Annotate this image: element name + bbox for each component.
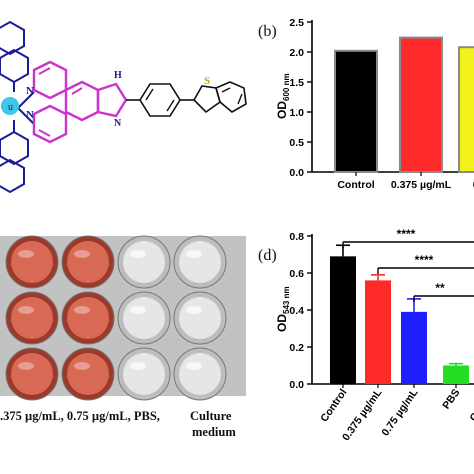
x-tick-label: PBS <box>440 387 462 412</box>
y-tick-label: 2.5 <box>289 17 304 29</box>
y-axis-label-sub: 600 nm <box>282 73 291 101</box>
well-highlight <box>18 250 34 258</box>
imidazole-ring <box>96 82 128 118</box>
bar <box>365 280 391 384</box>
photo-caption-line3: medium <box>192 425 236 439</box>
y-tick-label: 1.5 <box>289 77 304 89</box>
chemical-structure: u N N H N S <box>0 20 247 194</box>
significance-label: **** <box>415 253 434 267</box>
y-axis-label: OD543 nm <box>275 286 291 332</box>
bar <box>458 46 474 174</box>
bar <box>401 311 427 384</box>
well-highlight <box>130 362 146 370</box>
y-tick-label: 0.2 <box>289 342 304 354</box>
n-label-1: N <box>26 85 34 97</box>
x-tick-label: 0.375 µg/mL <box>391 179 452 191</box>
bar <box>399 36 443 173</box>
well-liquid <box>67 297 109 339</box>
x-tick-label: 0.7 <box>473 179 474 191</box>
y-tick-label: 2.0 <box>289 47 304 59</box>
y-axis-label-main: OD <box>275 314 289 332</box>
well-highlight <box>74 362 90 370</box>
y-tick-label: 0.4 <box>289 305 304 317</box>
bpy-ring-bottom-outer <box>0 158 25 194</box>
phen-ring-left-top <box>32 60 68 100</box>
panel-b-label: (b) <box>258 23 277 40</box>
bpy-ring-bottom <box>0 130 29 166</box>
imidazole-n: N <box>114 118 122 129</box>
bpy-ring-top-outer <box>0 48 29 84</box>
x-tick-label: 0.75 µg/mL <box>379 386 420 438</box>
y-axis-label: OD600 nm <box>275 73 291 119</box>
well-liquid <box>123 353 165 395</box>
x-tick-label: Control <box>318 387 349 425</box>
significance-label: ** <box>435 281 445 295</box>
y-axis-label-main: OD <box>275 101 289 119</box>
imidazole-h: H <box>114 70 122 81</box>
well-liquid <box>11 297 53 339</box>
x-tick-label: Culture <box>468 387 474 424</box>
y-axis-label-sub: 543 nm <box>282 286 291 314</box>
well-highlight <box>130 250 146 258</box>
metal-label: u <box>8 102 13 113</box>
well-liquid <box>123 241 165 283</box>
bpy-ring-top <box>0 20 25 56</box>
panel-d-label: (d) <box>258 247 277 264</box>
well-liquid <box>67 353 109 395</box>
y-tick-label: 0.5 <box>289 137 304 149</box>
well-liquid <box>179 241 221 283</box>
benzo-ring <box>215 81 247 113</box>
y-tick-label: 0.0 <box>289 167 304 179</box>
well-liquid <box>179 353 221 395</box>
n-label-2: N <box>26 109 34 121</box>
well-liquid <box>179 297 221 339</box>
well-liquid <box>11 353 53 395</box>
photo-caption-line2: Culture <box>190 409 232 423</box>
y-tick-label: 1.0 <box>289 107 304 119</box>
phen-ring-center <box>64 80 100 122</box>
well-highlight <box>186 250 202 258</box>
well-liquid <box>67 241 109 283</box>
well-highlight <box>18 306 34 314</box>
y-tick-label: 0.0 <box>289 379 304 391</box>
x-tick-label: Control <box>337 179 374 191</box>
well-liquid <box>123 297 165 339</box>
well-highlight <box>74 306 90 314</box>
metal-center <box>1 97 19 115</box>
sulfur-label: S <box>204 75 210 87</box>
bar <box>330 256 356 384</box>
chart-b: 0.0 0.5 1.0 1.5 2.0 2.5 OD600 nm Control 0.375 µ… <box>275 17 474 191</box>
bar <box>443 365 469 384</box>
well-highlight <box>186 362 202 370</box>
y-tick-label: 0.6 <box>289 268 304 280</box>
photo-caption-line1: .375 µg/mL, 0.75 µg/mL, PBS, <box>0 409 160 423</box>
well-highlight <box>186 306 202 314</box>
phen-ring-left-bottom <box>32 104 68 144</box>
well-highlight <box>74 250 90 258</box>
well-highlight <box>130 306 146 314</box>
well-liquid <box>11 241 53 283</box>
y-tick-label: 0.8 <box>289 231 304 243</box>
significance-label: **** <box>397 227 416 241</box>
well-highlight <box>18 362 34 370</box>
bar <box>334 49 378 173</box>
well-plate-photo <box>0 235 246 401</box>
